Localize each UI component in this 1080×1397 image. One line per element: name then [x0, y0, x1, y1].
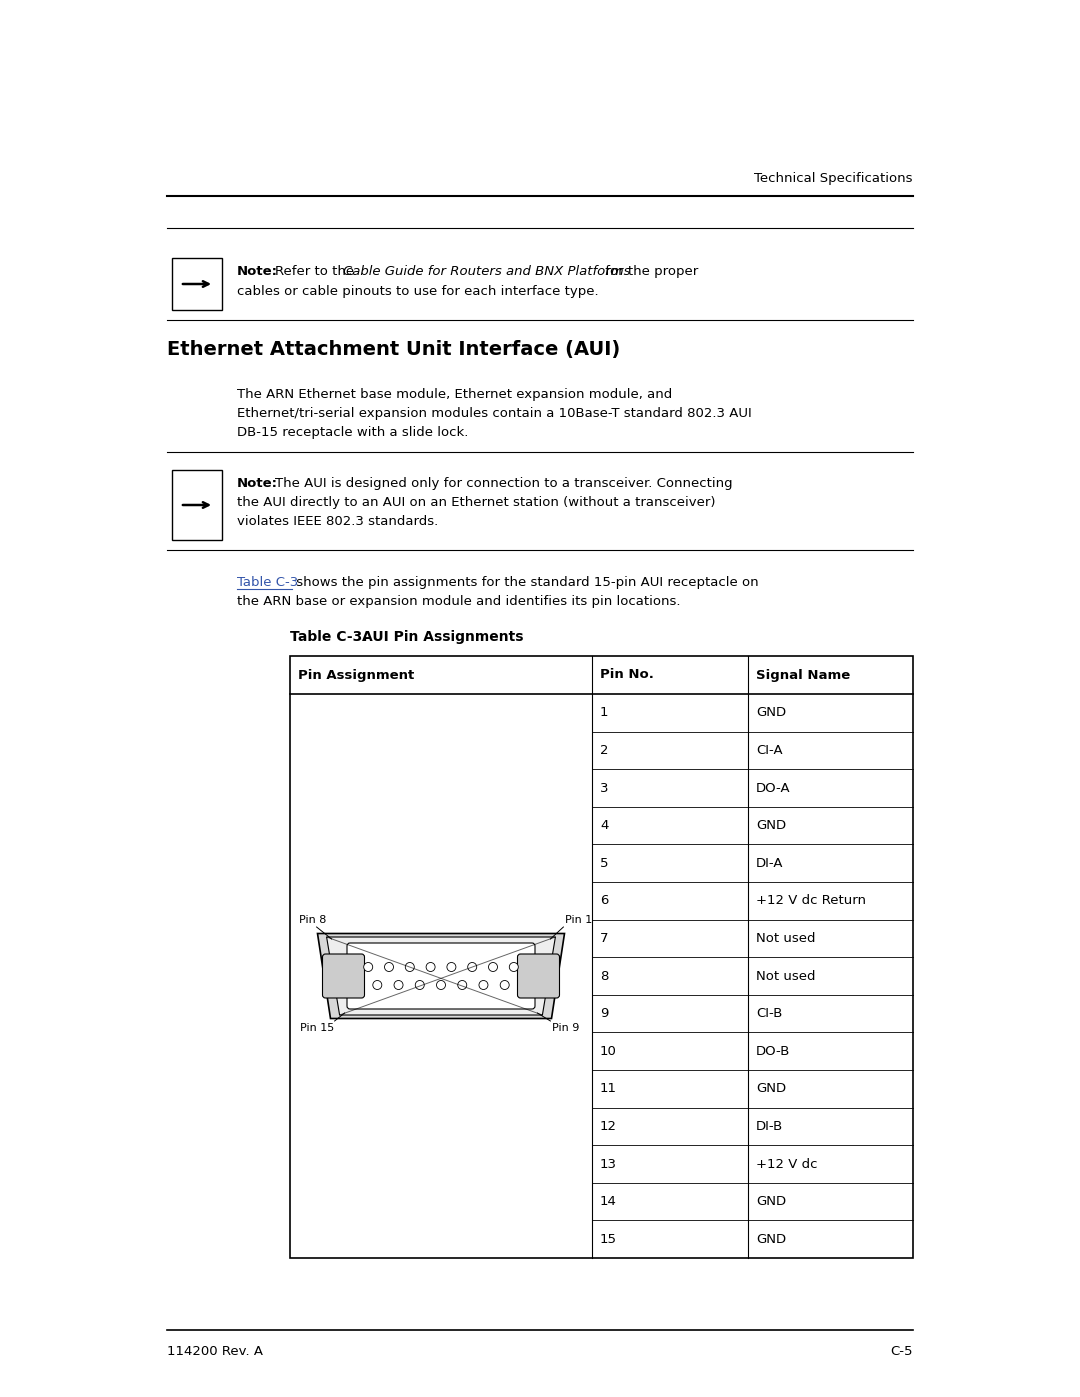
Text: CI-B: CI-B	[756, 1007, 782, 1020]
Text: The AUI is designed only for connection to a transceiver. Connecting: The AUI is designed only for connection …	[275, 476, 732, 490]
Text: DO-B: DO-B	[756, 1045, 791, 1058]
Text: for the proper: for the proper	[600, 265, 699, 278]
Circle shape	[405, 963, 415, 971]
Text: 12: 12	[600, 1120, 617, 1133]
Text: Pin No.: Pin No.	[600, 669, 653, 682]
Text: Pin 9: Pin 9	[552, 1023, 580, 1032]
Polygon shape	[318, 933, 565, 1018]
Text: 7: 7	[600, 932, 608, 944]
Text: the AUI directly to an AUI on an Ethernet station (without a transceiver): the AUI directly to an AUI on an Etherne…	[237, 496, 715, 509]
Text: AUI Pin Assignments: AUI Pin Assignments	[362, 630, 524, 644]
Text: 10: 10	[600, 1045, 617, 1058]
Text: Note:: Note:	[237, 265, 278, 278]
Circle shape	[478, 981, 488, 989]
Circle shape	[447, 963, 456, 971]
Text: DO-A: DO-A	[756, 781, 791, 795]
Text: Ethernet/tri-serial expansion modules contain a 10Base-T standard 802.3 AUI: Ethernet/tri-serial expansion modules co…	[237, 407, 752, 420]
Text: 15: 15	[600, 1232, 617, 1246]
Text: GND: GND	[756, 819, 786, 833]
Text: Not used: Not used	[756, 932, 815, 944]
Text: +12 V dc Return: +12 V dc Return	[756, 894, 866, 907]
Circle shape	[373, 981, 382, 989]
Text: Ethernet Attachment Unit Interface (AUI): Ethernet Attachment Unit Interface (AUI)	[167, 339, 620, 359]
Text: Technical Specifications: Technical Specifications	[755, 172, 913, 184]
Circle shape	[427, 963, 435, 971]
Text: Not used: Not used	[756, 970, 815, 982]
Text: 1: 1	[600, 707, 608, 719]
Circle shape	[488, 963, 498, 971]
Text: DI-B: DI-B	[756, 1120, 783, 1133]
Text: C-5: C-5	[891, 1345, 913, 1358]
Circle shape	[510, 963, 518, 971]
Text: 8: 8	[600, 970, 608, 982]
Text: violates IEEE 802.3 standards.: violates IEEE 802.3 standards.	[237, 515, 438, 528]
Text: the ARN base or expansion module and identifies its pin locations.: the ARN base or expansion module and ide…	[237, 595, 680, 608]
Text: The ARN Ethernet base module, Ethernet expansion module, and: The ARN Ethernet base module, Ethernet e…	[237, 388, 672, 401]
Text: GND: GND	[756, 1194, 786, 1208]
Bar	[291, 657, 913, 1259]
Text: Pin 15: Pin 15	[299, 1023, 334, 1032]
Text: Table C-3.: Table C-3.	[291, 630, 367, 644]
Polygon shape	[326, 937, 555, 1016]
Text: 11: 11	[600, 1083, 617, 1095]
Text: 5: 5	[600, 856, 608, 870]
Circle shape	[364, 963, 373, 971]
Text: 3: 3	[600, 781, 608, 795]
Text: 13: 13	[600, 1158, 617, 1171]
Text: 2: 2	[600, 743, 608, 757]
Circle shape	[394, 981, 403, 989]
Text: Pin 1: Pin 1	[566, 915, 593, 925]
Bar	[172, 469, 222, 541]
Text: CI-A: CI-A	[756, 743, 783, 757]
Text: GND: GND	[756, 1232, 786, 1246]
Text: Cable Guide for Routers and BNX Platforms: Cable Guide for Routers and BNX Platform…	[343, 265, 631, 278]
Circle shape	[468, 963, 476, 971]
Circle shape	[416, 981, 424, 989]
Text: Refer to the: Refer to the	[275, 265, 359, 278]
Circle shape	[458, 981, 467, 989]
Text: 14: 14	[600, 1194, 617, 1208]
FancyBboxPatch shape	[347, 943, 535, 1009]
Text: DB-15 receptacle with a slide lock.: DB-15 receptacle with a slide lock.	[237, 426, 469, 439]
FancyBboxPatch shape	[517, 954, 559, 997]
Text: Pin Assignment: Pin Assignment	[298, 669, 415, 682]
Text: 4: 4	[600, 819, 608, 833]
Text: shows the pin assignments for the standard 15-pin AUI receptacle on: shows the pin assignments for the standa…	[292, 576, 758, 590]
Circle shape	[436, 981, 446, 989]
Text: Pin 8: Pin 8	[298, 915, 326, 925]
Text: Signal Name: Signal Name	[756, 669, 850, 682]
Bar	[172, 258, 222, 310]
Text: cables or cable pinouts to use for each interface type.: cables or cable pinouts to use for each …	[237, 285, 598, 298]
FancyBboxPatch shape	[323, 954, 365, 997]
Text: 114200 Rev. A: 114200 Rev. A	[167, 1345, 264, 1358]
Text: 6: 6	[600, 894, 608, 907]
Text: Table C-3: Table C-3	[237, 576, 298, 590]
Text: 9: 9	[600, 1007, 608, 1020]
Circle shape	[384, 963, 393, 971]
Text: Note:: Note:	[237, 476, 278, 490]
Text: GND: GND	[756, 1083, 786, 1095]
Text: +12 V dc: +12 V dc	[756, 1158, 818, 1171]
Text: GND: GND	[756, 707, 786, 719]
Text: DI-A: DI-A	[756, 856, 783, 870]
Circle shape	[500, 981, 509, 989]
